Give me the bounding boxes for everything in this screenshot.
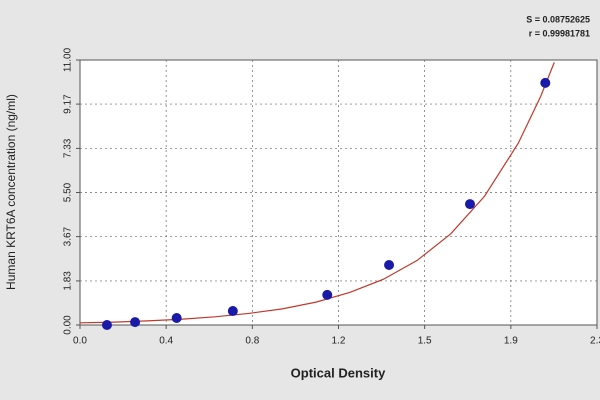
data-point	[464, 199, 475, 210]
y-tick-label: 1.83	[63, 271, 74, 291]
data-point	[322, 289, 333, 300]
x-tick-label: 0.8	[245, 336, 259, 347]
fit-curve	[79, 62, 555, 324]
data-point	[130, 317, 141, 328]
x-tick-label: 1.2	[332, 336, 346, 347]
data-point	[384, 260, 395, 271]
y-tick-label: 5.50	[63, 182, 74, 202]
data-point	[227, 306, 238, 317]
y-tick-label: 9.17	[63, 94, 74, 114]
x-tick-label: 1.5	[418, 336, 432, 347]
y-axis-label: Human KRT6A concentration (ng/ml)	[4, 94, 18, 290]
data-point	[171, 313, 182, 324]
annotation: S = 0.08752625	[526, 14, 590, 24]
x-tick-label: 1.9	[504, 336, 518, 347]
data-point	[101, 320, 112, 330]
x-tick-label: 2.3	[590, 336, 600, 347]
y-tick-label: 3.67	[63, 226, 74, 246]
x-tick-label: 0.0	[73, 336, 87, 347]
x-tick-label: 0.4	[159, 336, 173, 347]
y-tick-label: 11.00	[63, 47, 74, 72]
y-tick-label: 7.33	[63, 138, 74, 158]
x-axis-label: Optical Density	[291, 365, 386, 380]
data-point	[540, 77, 551, 88]
annotation: r = 0.99981781	[529, 28, 590, 38]
y-tick-label: 0.00	[63, 315, 74, 335]
